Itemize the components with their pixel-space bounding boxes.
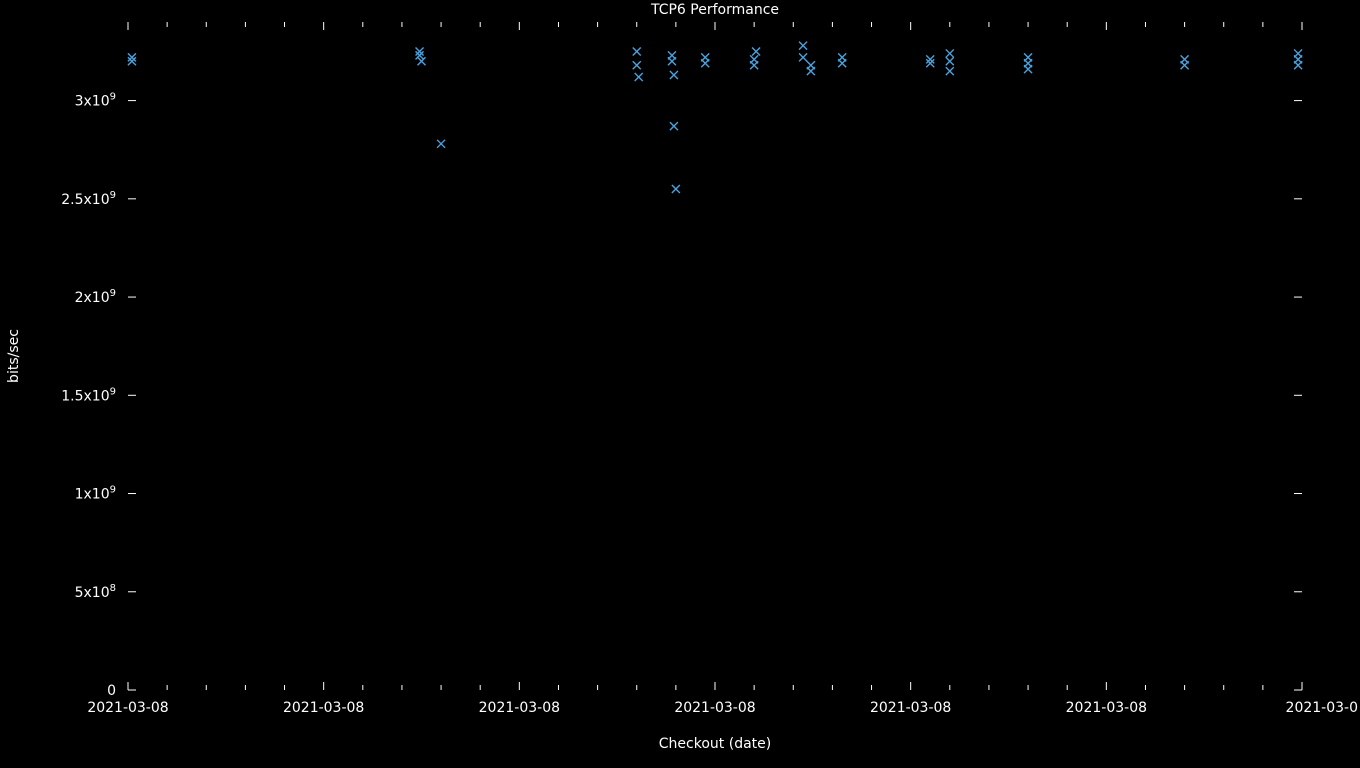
chart-title: TCP6 Performance bbox=[650, 2, 779, 18]
x-axis-label: Checkout (date) bbox=[659, 736, 771, 752]
x-tick-label: 2021-03-08 bbox=[283, 700, 364, 716]
y-tick-label: 2.5x109 bbox=[61, 190, 116, 208]
x-tick-label: 2021-03-08 bbox=[674, 700, 755, 716]
x-tick-label: 2021-03-08 bbox=[479, 700, 560, 716]
y-tick-label: 0 bbox=[107, 683, 116, 699]
y-axis-label: bits/sec bbox=[6, 329, 22, 383]
x-tick-label: 2021-03-08 bbox=[1066, 700, 1147, 716]
x-tick-label: 2021-03-08 bbox=[87, 700, 168, 716]
x-tick-label: 2021-03-0 bbox=[1286, 700, 1358, 716]
tcp6-performance-chart: TCP6 Performance Checkout (date) bits/sec 2… bbox=[0, 0, 1360, 768]
x-tick-label: 2021-03-08 bbox=[870, 700, 951, 716]
y-tick-label: 1.5x109 bbox=[61, 386, 116, 404]
